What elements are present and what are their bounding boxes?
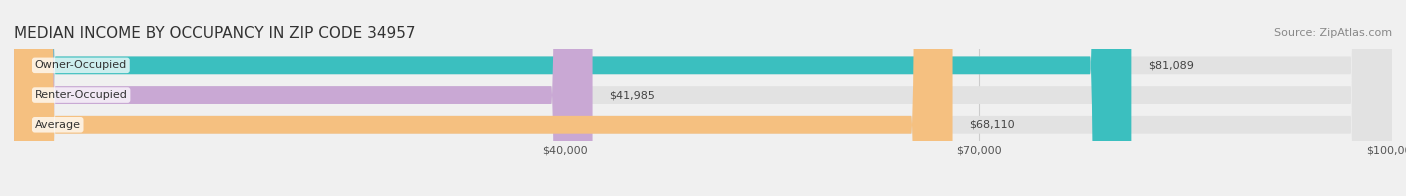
Text: MEDIAN INCOME BY OCCUPANCY IN ZIP CODE 34957: MEDIAN INCOME BY OCCUPANCY IN ZIP CODE 3…	[14, 26, 416, 41]
FancyBboxPatch shape	[14, 0, 1392, 196]
Text: $41,985: $41,985	[609, 90, 655, 100]
FancyBboxPatch shape	[14, 0, 592, 196]
Text: Renter-Occupied: Renter-Occupied	[35, 90, 128, 100]
FancyBboxPatch shape	[14, 0, 952, 196]
FancyBboxPatch shape	[14, 0, 1392, 196]
FancyBboxPatch shape	[14, 0, 1132, 196]
Text: Average: Average	[35, 120, 80, 130]
Text: Source: ZipAtlas.com: Source: ZipAtlas.com	[1274, 28, 1392, 38]
Text: $81,089: $81,089	[1147, 60, 1194, 70]
FancyBboxPatch shape	[14, 0, 1392, 196]
Text: Owner-Occupied: Owner-Occupied	[35, 60, 127, 70]
Text: $68,110: $68,110	[969, 120, 1015, 130]
